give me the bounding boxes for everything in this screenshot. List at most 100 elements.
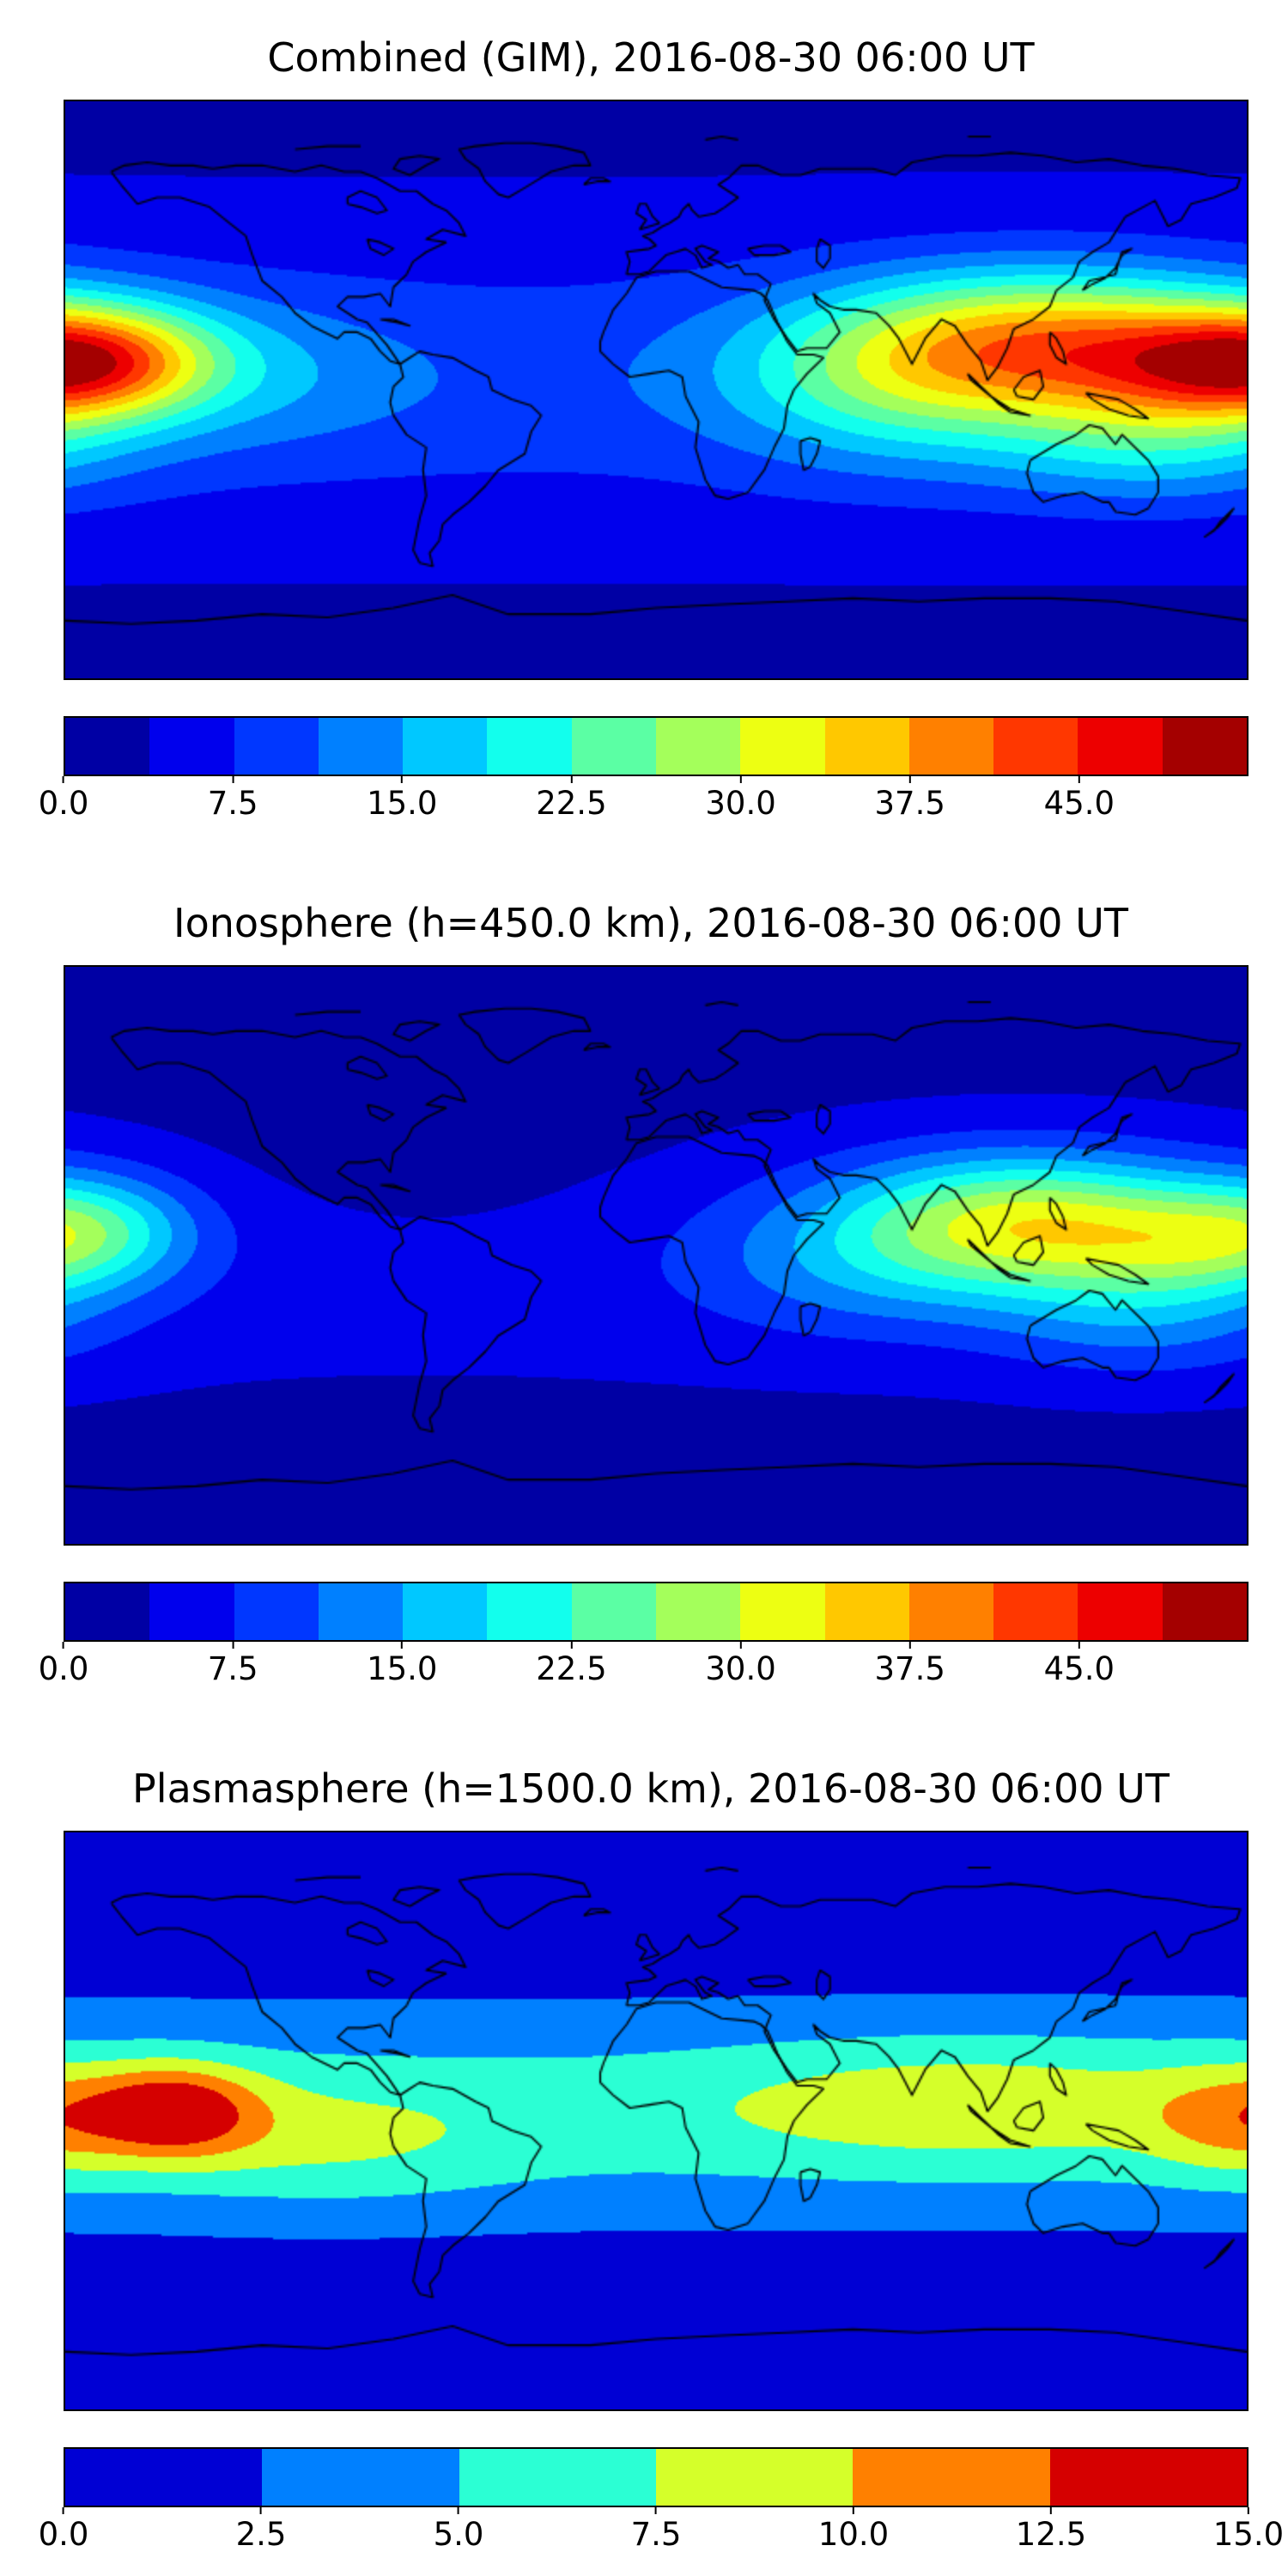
colorbar-tick: 10.0 [818, 2507, 889, 2553]
colorbar-segment [318, 1583, 404, 1640]
tick-mark [1247, 2507, 1249, 2514]
tick-mark [1049, 2507, 1052, 2514]
map-canvas-combined [65, 101, 1247, 678]
colorbar-tick: 0.0 [38, 2507, 89, 2553]
colorbar-segment [403, 1583, 488, 1640]
colorbar-segment [853, 2449, 1050, 2506]
colorbar-segment [234, 1583, 319, 1640]
tick-mark [739, 1642, 742, 1649]
colorbar-tick-label: 0.0 [38, 2516, 89, 2553]
colorbar-tick-label: 5.0 [433, 2516, 484, 2553]
colorbar-segment [65, 2449, 263, 2506]
panel-plasmasphere: Plasmasphere (h=1500.0 km), 2016-08-30 0… [0, 1690, 1288, 2555]
colorbar-tick: 5.0 [433, 2507, 484, 2553]
tick-mark [401, 776, 404, 783]
colorbar-tick-label: 12.5 [1015, 2516, 1087, 2553]
colorbar-tick: 7.5 [208, 776, 258, 822]
colorbar-segment [993, 1583, 1078, 1640]
colorbar-tick: 0.0 [38, 776, 89, 822]
panel-title-ionosphere: Ionosphere (h=450.0 km), 2016-08-30 06:0… [173, 900, 1128, 946]
colorbar-tick-label: 15.0 [367, 1650, 438, 1687]
tick-mark [570, 776, 573, 783]
tick-mark [232, 1642, 234, 1649]
panel-title-plasmasphere: Plasmasphere (h=1500.0 km), 2016-08-30 0… [132, 1765, 1170, 1812]
colorbar-tick: 15.0 [367, 776, 437, 822]
colorbar-segment [459, 2449, 656, 2506]
colorbar-tick: 0.0 [38, 1642, 89, 1687]
colorbar-segment [1049, 2449, 1247, 2506]
colorbar-tick-label: 7.5 [207, 785, 258, 822]
colorbar-tick-label: 37.5 [874, 1650, 945, 1687]
colorbar-segment [1078, 718, 1163, 775]
colorbar-segment [740, 718, 825, 775]
colorbar-segment [65, 1583, 150, 1640]
colorbar-tick: 22.5 [536, 776, 607, 822]
panel-combined-gim: Combined (GIM), 2016-08-30 06:00 UT 0.0 7… [0, 0, 1288, 824]
colorbar-tick: 7.5 [208, 1642, 258, 1687]
colorbar-segment [908, 718, 994, 775]
colorbar-segment [149, 1583, 234, 1640]
colorbar-segment [318, 718, 404, 775]
colorbar-tick-label: 45.0 [1043, 785, 1115, 822]
map-canvas-plasmasphere [65, 1832, 1247, 2409]
colorbar-segment [234, 718, 319, 775]
map-canvas-ionosphere [65, 967, 1247, 1544]
colorbar-plasmasphere [64, 2447, 1249, 2507]
colorbar-tick: 15.0 [1213, 2507, 1284, 2553]
colorbar-tick: 12.5 [1016, 2507, 1086, 2553]
colorbar-segment [149, 718, 234, 775]
colorbar-tick-label: 0.0 [38, 1650, 89, 1687]
colorbar-tick: 7.5 [631, 2507, 681, 2553]
colorbar-segment [824, 1583, 909, 1640]
colorbar-segment [1078, 1583, 1163, 1640]
tick-mark [739, 776, 742, 783]
colorbar-tick-label: 45.0 [1043, 1650, 1115, 1687]
colorbar-combined [64, 716, 1249, 776]
colorbar-tick-label: 10.0 [817, 2516, 890, 2553]
tick-mark [63, 776, 64, 783]
colorbar-segment [487, 1583, 572, 1640]
tick-mark [655, 2507, 657, 2514]
colorbar-tick-label: 15.0 [1212, 2516, 1285, 2553]
colorbar-tick-label: 2.5 [235, 2516, 287, 2553]
tick-mark [570, 1642, 573, 1649]
colorbar-tick-label: 22.5 [536, 1650, 607, 1687]
map-ionosphere [64, 965, 1249, 1546]
tick-mark [852, 2507, 854, 2514]
tick-mark [1078, 1642, 1080, 1649]
colorbar-tick-label: 37.5 [874, 785, 945, 822]
colorbar-tick-label: 30.0 [705, 1650, 776, 1687]
colorbar-tick-label: 0.0 [38, 785, 89, 822]
tick-mark [401, 1642, 404, 1649]
colorbar-ionosphere [64, 1582, 1249, 1642]
tick-mark [908, 1642, 911, 1649]
tick-mark [232, 776, 234, 783]
colorbar-tick: 37.5 [875, 1642, 945, 1687]
tick-mark [1078, 776, 1080, 783]
tick-mark [63, 2507, 64, 2514]
colorbar-tick: 45.0 [1044, 1642, 1115, 1687]
colorbar-ticks-plasmasphere: 0.0 2.5 5.0 7.5 10.0 12.5 15.0 [39, 2507, 1284, 2555]
tick-mark [908, 776, 911, 783]
colorbar-tick-label: 30.0 [705, 785, 776, 822]
colorbar-segment [908, 1583, 994, 1640]
tick-mark [260, 2507, 262, 2514]
colorbar-tick: 30.0 [705, 776, 776, 822]
map-plasmasphere [64, 1831, 1249, 2411]
colorbar-tick-label: 7.5 [207, 1650, 258, 1687]
colorbar-segment [824, 718, 909, 775]
colorbar-segment [262, 2449, 459, 2506]
colorbar-segment [740, 1583, 825, 1640]
colorbar-ticks-ionosphere: 0.0 7.5 15.0 22.5 30.0 37.5 45.0 [39, 1642, 1249, 1690]
panel-title-combined: Combined (GIM), 2016-08-30 06:00 UT [267, 34, 1035, 81]
panel-ionosphere: Ionosphere (h=450.0 km), 2016-08-30 06:0… [0, 824, 1288, 1690]
colorbar-tick-label: 15.0 [367, 785, 438, 822]
colorbar-segment [571, 1583, 656, 1640]
colorbar-segment [655, 1583, 741, 1640]
colorbar-tick: 15.0 [367, 1642, 437, 1687]
colorbar-segment [403, 718, 488, 775]
colorbar-segment [655, 2449, 854, 2506]
tick-mark [63, 1642, 64, 1649]
colorbar-ticks-combined: 0.0 7.5 15.0 22.5 30.0 37.5 45.0 [39, 776, 1249, 824]
